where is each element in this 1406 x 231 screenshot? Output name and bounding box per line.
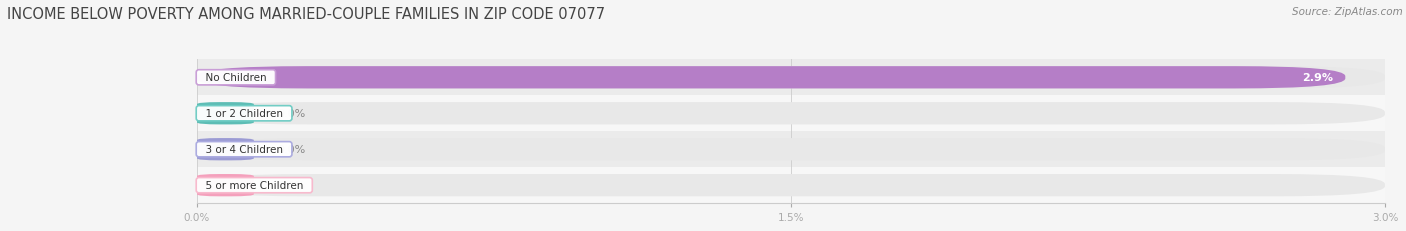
FancyBboxPatch shape (197, 103, 1385, 125)
Text: 5 or more Children: 5 or more Children (198, 180, 309, 190)
Bar (197, 132, 1385, 167)
FancyBboxPatch shape (197, 67, 1385, 89)
Text: 0.0%: 0.0% (277, 180, 307, 190)
Text: 2.9%: 2.9% (1302, 73, 1333, 83)
FancyBboxPatch shape (197, 138, 254, 161)
FancyBboxPatch shape (197, 174, 254, 197)
Text: Source: ZipAtlas.com: Source: ZipAtlas.com (1292, 7, 1403, 17)
FancyBboxPatch shape (197, 138, 1385, 161)
Bar (197, 60, 1385, 96)
FancyBboxPatch shape (197, 103, 254, 125)
Text: No Children: No Children (198, 73, 273, 83)
FancyBboxPatch shape (197, 174, 1385, 197)
Text: INCOME BELOW POVERTY AMONG MARRIED-COUPLE FAMILIES IN ZIP CODE 07077: INCOME BELOW POVERTY AMONG MARRIED-COUPL… (7, 7, 605, 22)
Text: 0.0%: 0.0% (277, 109, 307, 119)
Bar (197, 96, 1385, 132)
Text: 0.0%: 0.0% (277, 145, 307, 155)
Bar (197, 167, 1385, 203)
Text: 1 or 2 Children: 1 or 2 Children (198, 109, 290, 119)
FancyBboxPatch shape (197, 67, 1346, 89)
Text: 3 or 4 Children: 3 or 4 Children (198, 145, 290, 155)
